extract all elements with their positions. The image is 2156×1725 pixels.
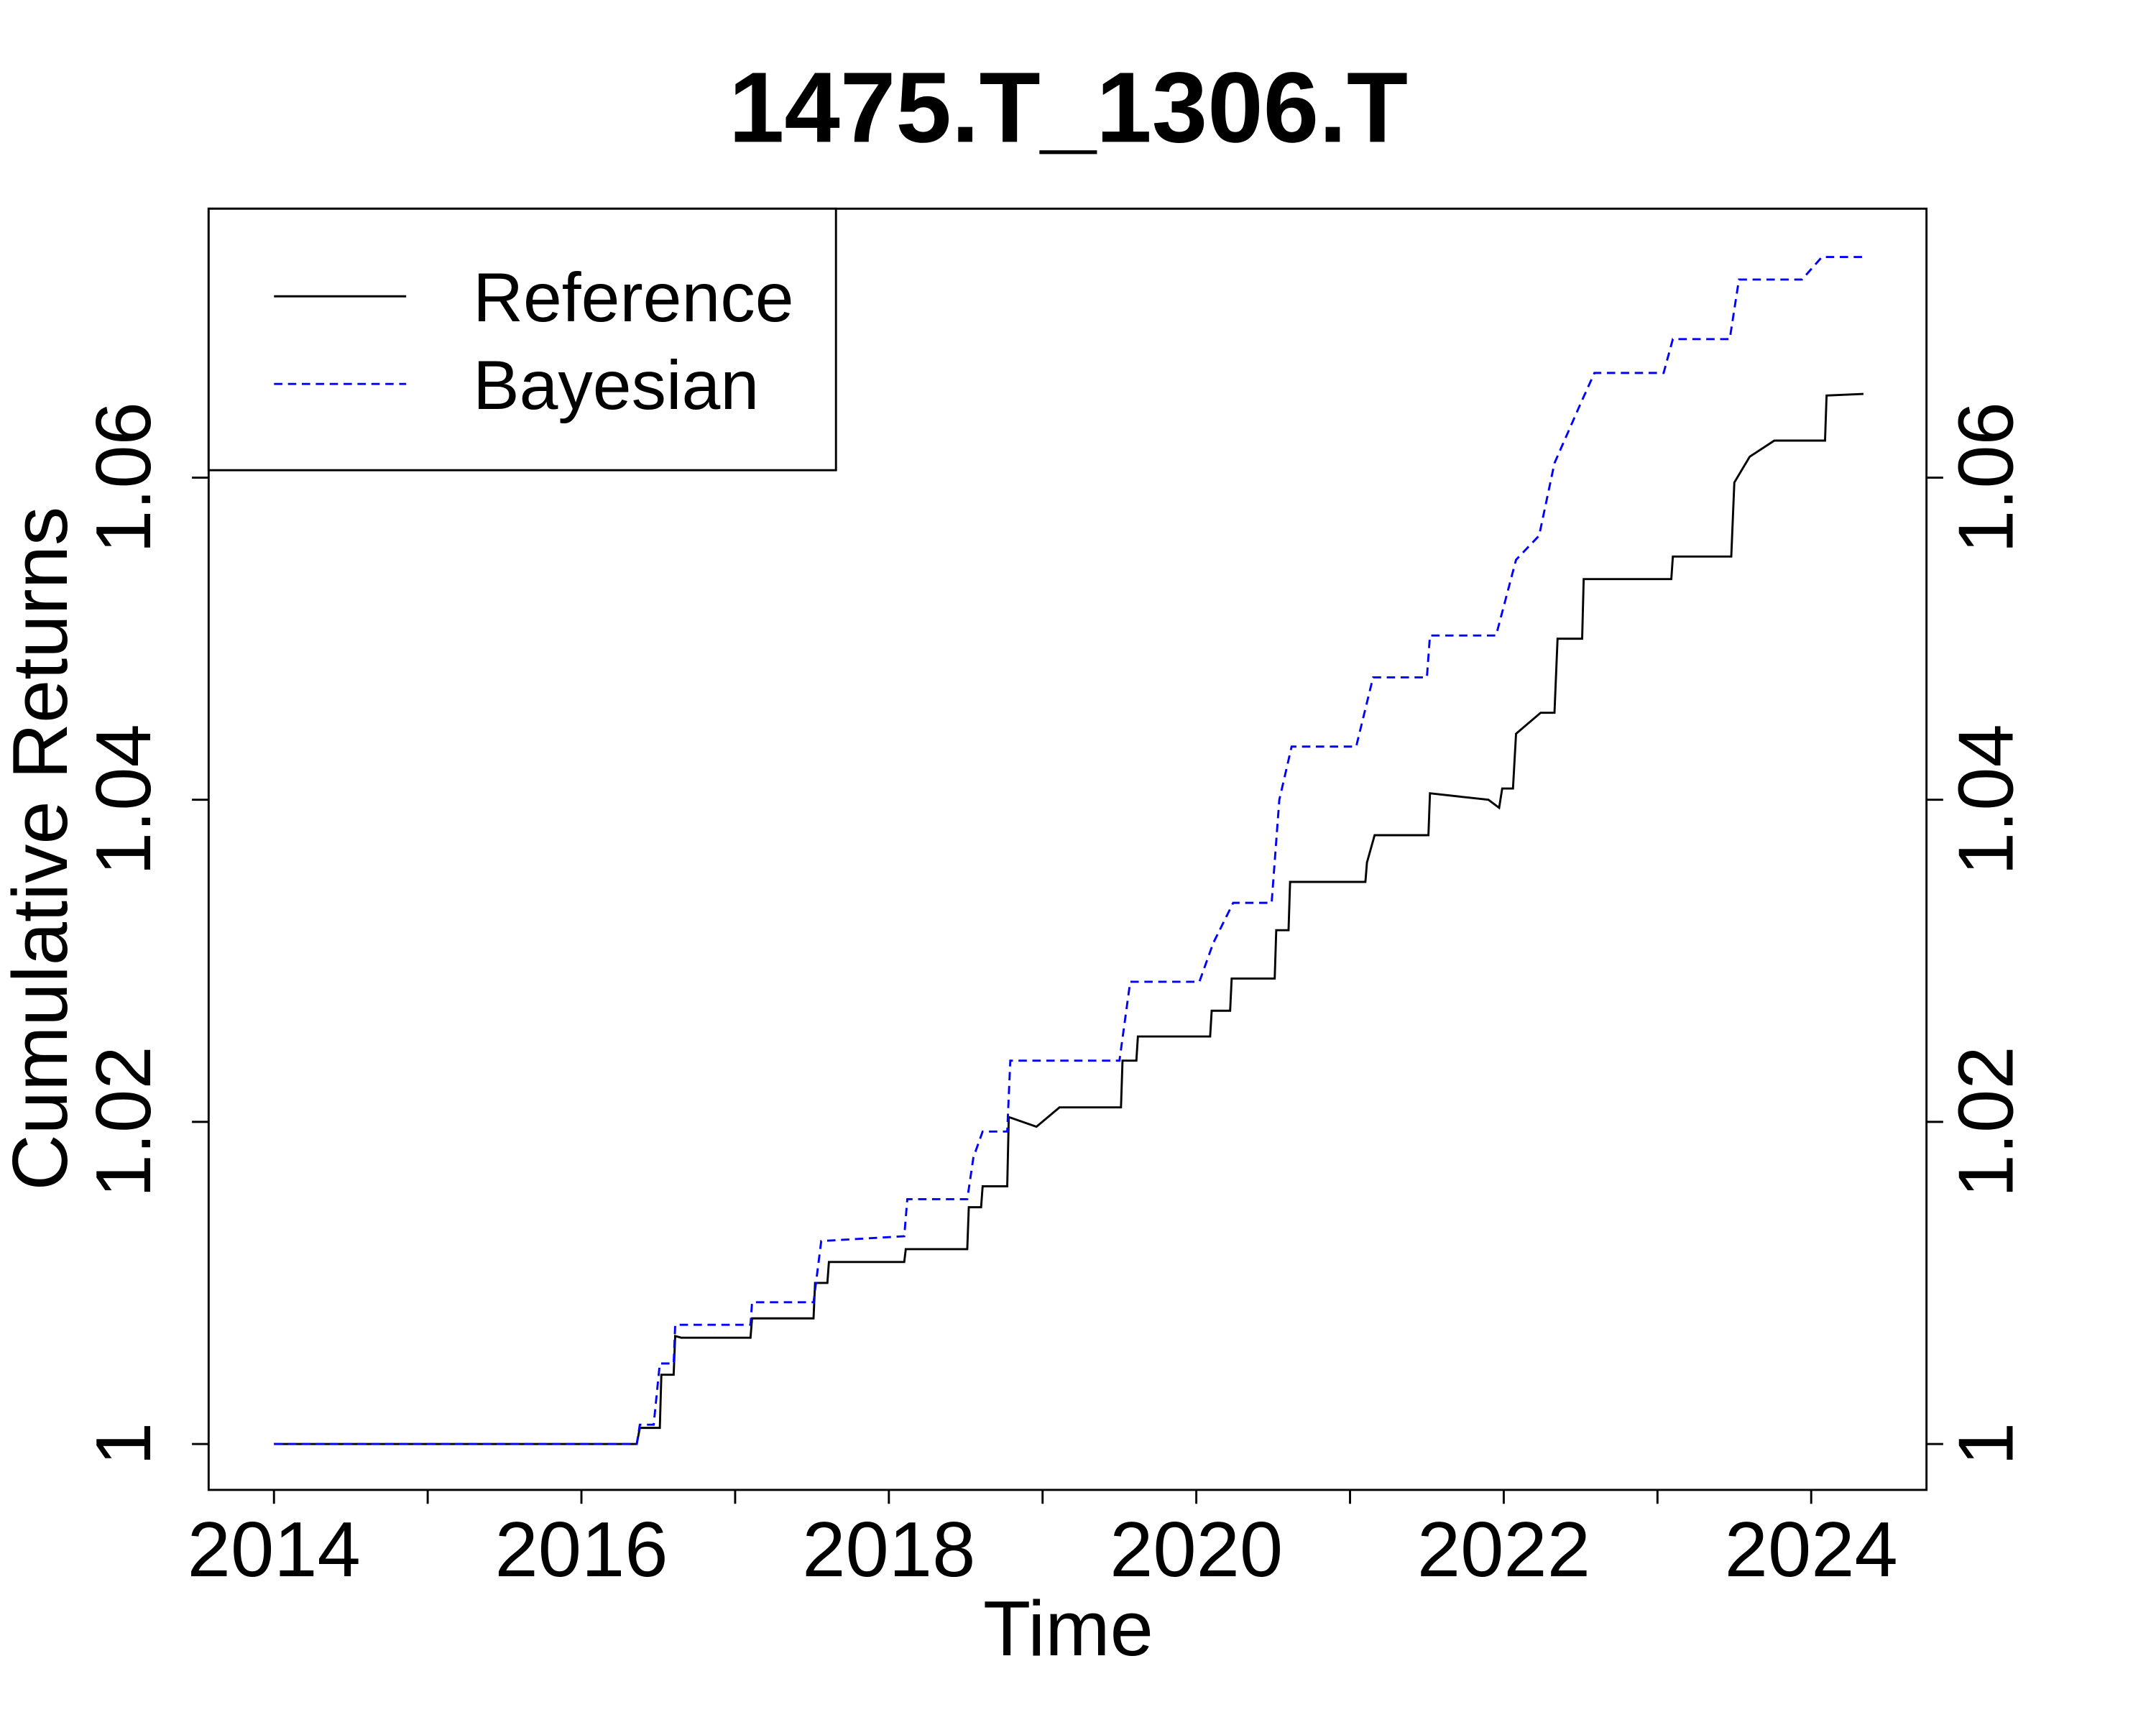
legend-box [207,207,837,472]
y2-tick-label: 1 [1943,1422,2030,1466]
x-tick-label: 2022 [1417,1506,1590,1593]
x-axis-label: Time [983,1585,1153,1672]
y2-tick-label: 1.06 [1943,402,2030,553]
y-tick-label: 1.02 [80,1046,167,1197]
y-tick-label: 1 [80,1422,167,1466]
y2-tick-label: 1.02 [1943,1046,2030,1197]
y-axis-label: Cumulative Returns [0,507,83,1191]
y-tick-label: 1.04 [80,724,167,875]
chart-title: 1475.T_1306.T [729,51,1408,163]
y2-tick-label: 1.04 [1943,724,2030,875]
data-line [274,256,1864,1445]
data-line [274,392,1864,1445]
plot-frame [207,207,1928,1491]
legend-label: Bayesian [473,346,759,424]
legend-label: Reference [473,258,793,336]
x-tick-label: 2014 [188,1506,361,1593]
x-tick-label: 2016 [494,1506,668,1593]
y-tick-label: 1.06 [80,402,167,553]
x-tick-label: 2018 [802,1506,975,1593]
x-tick-label: 2020 [1110,1506,1283,1593]
x-tick-label: 2024 [1725,1506,1898,1593]
